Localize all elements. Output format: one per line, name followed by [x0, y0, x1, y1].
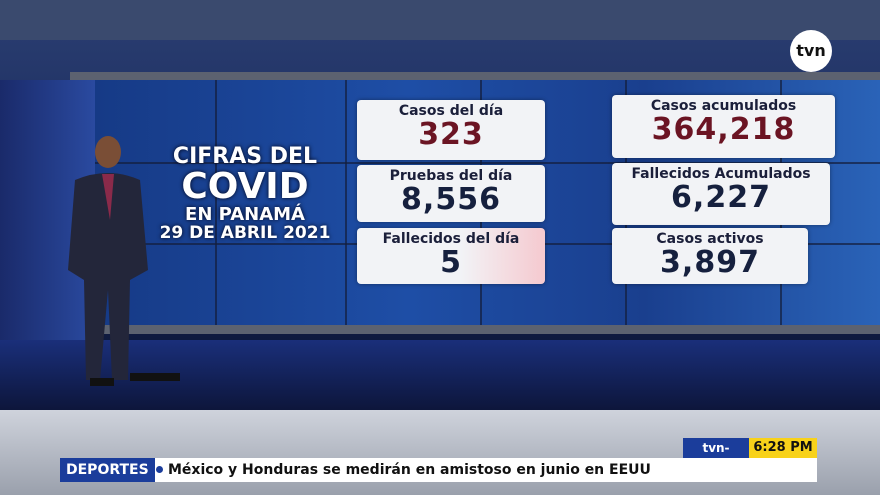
stat-label: Casos acumulados — [650, 98, 797, 114]
title-line: 29 DE ABRIL 2021 — [159, 222, 331, 243]
wall-title: CIFRAS DEL COVID EN PANAMÁ 29 DE ABRIL 2021 — [150, 145, 340, 243]
title-line: CIFRAS DEL — [172, 144, 318, 169]
channel-logo: tvn — [790, 30, 832, 72]
stat-card: Pruebas del día 8,556 — [357, 165, 545, 222]
presenter — [68, 136, 180, 386]
stat-card: Fallecidos Acumulados 6,227 — [612, 163, 830, 225]
ticker-section: DEPORTES — [60, 458, 155, 482]
ticker-bar — [60, 458, 817, 482]
stat-label: Casos activos — [656, 231, 764, 247]
ceiling — [0, 0, 880, 40]
clock: 6:28 PM — [749, 438, 817, 458]
stat-value: 323 — [418, 117, 484, 152]
ticker-headline: México y Honduras se medirán en amistoso… — [168, 462, 651, 478]
stat-value: 364,218 — [651, 112, 796, 147]
title-line: COVID — [181, 166, 309, 208]
stat-card: Casos del día 323 — [357, 100, 545, 160]
stat-value: 6,227 — [671, 180, 771, 215]
stat-label: Fallecidos del día — [382, 231, 520, 247]
stat-label: Fallecidos Acumulados — [631, 166, 811, 182]
stat-value: 3,897 — [660, 245, 760, 280]
stat-value: 5 — [440, 245, 462, 280]
separator-dot — [156, 466, 163, 473]
title-line: EN PANAMÁ — [185, 203, 305, 225]
stat-value: 8,556 — [401, 182, 501, 217]
stat-label: Casos del día — [398, 103, 504, 119]
website: tvn-2.com — [683, 438, 749, 475]
stat-card: Casos activos 3,897 — [612, 228, 808, 284]
stat-card: Casos acumulados 364,218 — [612, 95, 835, 158]
stat-card: Fallecidos del día 5 — [357, 228, 545, 284]
stat-label: Pruebas del día — [389, 168, 513, 184]
